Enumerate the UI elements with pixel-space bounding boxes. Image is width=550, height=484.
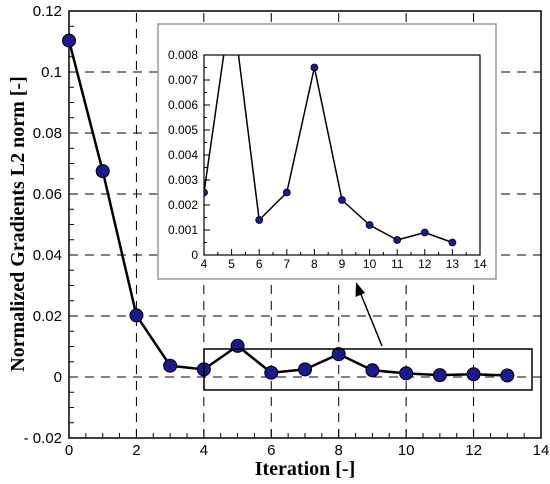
data-point [466, 367, 481, 382]
data-point [500, 368, 515, 383]
inset-data-point [365, 221, 374, 229]
y-tick-label: - 0.02 [24, 430, 62, 447]
inset-y-tick-label: 0 [191, 248, 198, 262]
x-tick-label: 4 [200, 442, 208, 459]
y-tick-label: 0.06 [33, 186, 62, 203]
arrow-head [355, 282, 365, 297]
inset-series [204, 55, 457, 247]
main-series [62, 33, 515, 383]
data-point [331, 347, 346, 362]
inset-x-tick-label: 6 [256, 257, 263, 271]
x-tick-label: 12 [465, 442, 482, 459]
x-tick-label: 2 [132, 442, 140, 459]
arrow-shaft [359, 291, 383, 347]
x-tick-label: 6 [267, 442, 275, 459]
inset-y-tick-label: 0.008 [168, 48, 198, 62]
inset-x-tick-label: 13 [446, 257, 460, 271]
data-point [432, 368, 447, 383]
inset-y-tick-label: 0.002 [168, 198, 198, 212]
data-point [163, 358, 178, 373]
inset-data-point [338, 196, 346, 204]
main-y-tick-labels: - 0.02 0 0.02 0.04 0.06 0.08 0.1 0.12 [24, 3, 62, 447]
y-axis-title: Normalized Gradients L2 norm [-] [7, 76, 29, 372]
inset-y-tick-labels: 0 0.001 0.002 0.003 0.004 0.005 0.006 0.… [168, 48, 198, 262]
data-point [62, 33, 76, 48]
y-tick-label: 0.02 [33, 308, 62, 325]
data-point [264, 365, 279, 380]
inset-series-line [204, 55, 453, 244]
inset-x-tick-label: 5 [228, 257, 235, 271]
inset-x-tick-labels: 4 5 6 7 8 9 10 11 12 13 14 [201, 257, 487, 271]
inset-data-point [255, 216, 264, 224]
x-tick-label: 0 [65, 442, 73, 459]
inset-x-tick-label: 9 [339, 257, 346, 271]
y-tick-label: 0.08 [33, 125, 62, 142]
inset-y-tick-label: 0.006 [168, 98, 198, 112]
inset-data-point [310, 63, 319, 72]
inset-x-tick-label: 10 [363, 257, 377, 271]
inset-x-tick-label: 11 [391, 257, 404, 271]
inset-data-point [393, 236, 402, 244]
x-tick-label: 14 [533, 442, 550, 459]
inset-y-tick-label: 0.005 [168, 123, 198, 137]
data-point [399, 366, 414, 381]
data-point [298, 362, 312, 377]
inset-data-point [420, 228, 429, 237]
data-point [95, 164, 110, 179]
x-tick-label: 10 [398, 442, 415, 459]
y-tick-label: 0.12 [33, 3, 62, 20]
y-tick-label: 0.1 [41, 64, 62, 81]
inset-x-tick-label: 7 [283, 257, 290, 271]
inset-panel [157, 23, 497, 280]
highlight-box [203, 348, 533, 391]
y-tick-label: 0 [54, 369, 62, 386]
y-tick-label: 0.04 [33, 247, 62, 264]
x-tick-label: 8 [335, 442, 343, 459]
inset-x-tick-label: 4 [201, 257, 208, 271]
inset-data-point [448, 238, 457, 247]
x-axis-title: Iteration [-] [255, 458, 356, 480]
main-x-tick-labels: 0 2 4 6 8 10 12 14 [65, 442, 550, 459]
inset-x-tick-label: 14 [473, 257, 487, 271]
inset-x-tick-label: 8 [311, 257, 318, 271]
inset-y-tick-label: 0.007 [168, 73, 198, 87]
inset-y-tick-label: 0.001 [168, 223, 198, 237]
data-point [365, 363, 380, 378]
data-point [230, 338, 245, 353]
inset-x-tick-label: 12 [418, 257, 432, 271]
main-ticks [68, 10, 542, 439]
inset-data-point [204, 188, 208, 197]
inset-data-point [282, 188, 291, 197]
data-point [129, 308, 144, 323]
inset-y-tick-label: 0.003 [168, 173, 198, 187]
inset-y-tick-label: 0.004 [168, 148, 198, 162]
